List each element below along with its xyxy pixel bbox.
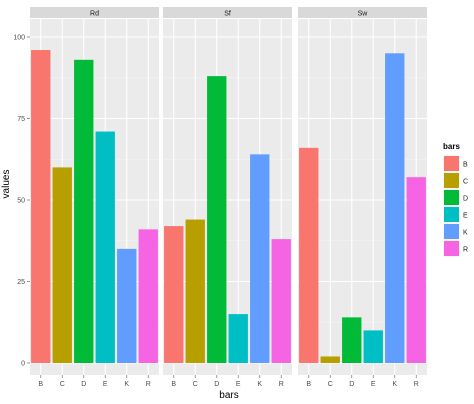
x-tick-label: C xyxy=(60,381,65,388)
y-axis-label: values xyxy=(1,170,12,199)
bar-sw-b xyxy=(299,147,319,363)
facet-panels: Rd Sf Sw xyxy=(30,7,427,375)
y-tick-label: 75 xyxy=(17,116,25,123)
x-tick-label: B xyxy=(306,381,311,388)
bar-rd-c xyxy=(52,167,72,363)
x-tick-label: D xyxy=(214,381,219,388)
bar-rd-r xyxy=(138,229,158,363)
facet-strip-label: Sf xyxy=(224,11,231,18)
y-tick-label: 100 xyxy=(13,35,25,42)
bar-sw-e xyxy=(363,330,383,363)
facet-strip-label: Rd xyxy=(90,11,99,18)
panel-background xyxy=(298,19,427,375)
x-tick-label: B xyxy=(38,381,43,388)
x-tick-label: R xyxy=(414,381,419,388)
legend-label: R xyxy=(463,247,468,254)
bar-sf-c xyxy=(185,219,205,363)
x-tick-label: K xyxy=(392,381,397,388)
x-tick-label: E xyxy=(236,381,241,388)
x-tick-label: K xyxy=(257,381,262,388)
bar-rd-e xyxy=(95,131,115,363)
legend-label: D xyxy=(463,196,468,203)
panel-background xyxy=(163,19,292,375)
x-tick-label: C xyxy=(328,381,333,388)
y-tick-label: 0 xyxy=(21,361,25,368)
legend-swatch-r xyxy=(444,241,459,256)
bar-rd-d xyxy=(74,59,94,363)
legend-label: E xyxy=(463,213,468,220)
legend: bars B C D E K R xyxy=(442,142,468,258)
y-tick-label: 25 xyxy=(17,279,25,286)
x-tick-label: E xyxy=(103,381,108,388)
facet-panel-sw: Sw xyxy=(298,7,427,375)
y-axis: 0 25 50 75 100 xyxy=(13,35,30,368)
legend-swatch-c xyxy=(444,173,459,188)
x-tick-label: B xyxy=(171,381,176,388)
x-tick-label: D xyxy=(349,381,354,388)
facet-panel-sf: Sf xyxy=(163,7,292,375)
y-tick-label: 50 xyxy=(17,198,25,205)
facet-strip-label: Sw xyxy=(358,11,369,18)
legend-label: C xyxy=(463,179,468,186)
bar-rd-b xyxy=(31,50,51,363)
x-tick-label: R xyxy=(279,381,284,388)
bar-sf-r xyxy=(271,239,291,363)
x-tick-label: K xyxy=(124,381,129,388)
legend-swatch-e xyxy=(444,207,459,222)
facet-strip xyxy=(298,7,427,18)
legend-label: K xyxy=(463,230,468,237)
bar-sf-d xyxy=(207,76,227,364)
legend-label: B xyxy=(463,162,468,169)
legend-swatch-d xyxy=(444,190,459,205)
x-tick-label: C xyxy=(193,381,198,388)
bar-sw-r xyxy=(406,177,426,363)
bar-sf-b xyxy=(164,226,184,363)
facet-strip xyxy=(30,7,159,18)
x-tick-label: E xyxy=(371,381,376,388)
legend-items: B C D E K R xyxy=(442,154,468,258)
bar-rd-k xyxy=(117,248,137,363)
legend-swatch-k xyxy=(444,224,459,239)
facet-panel-rd: Rd xyxy=(30,7,159,375)
bar-sw-c xyxy=(320,356,340,363)
x-tick-label: R xyxy=(146,381,151,388)
x-tick-label: D xyxy=(81,381,86,388)
x-axis-label: bars xyxy=(219,390,238,401)
bar-sf-k xyxy=(250,154,270,363)
legend-swatch-b xyxy=(444,156,459,171)
bar-sw-d xyxy=(342,317,362,363)
facet-strip xyxy=(163,7,292,18)
bar-sw-k xyxy=(385,53,405,364)
panel-background xyxy=(30,19,159,375)
bar-sf-e xyxy=(228,314,248,363)
legend-title: bars xyxy=(443,142,460,151)
